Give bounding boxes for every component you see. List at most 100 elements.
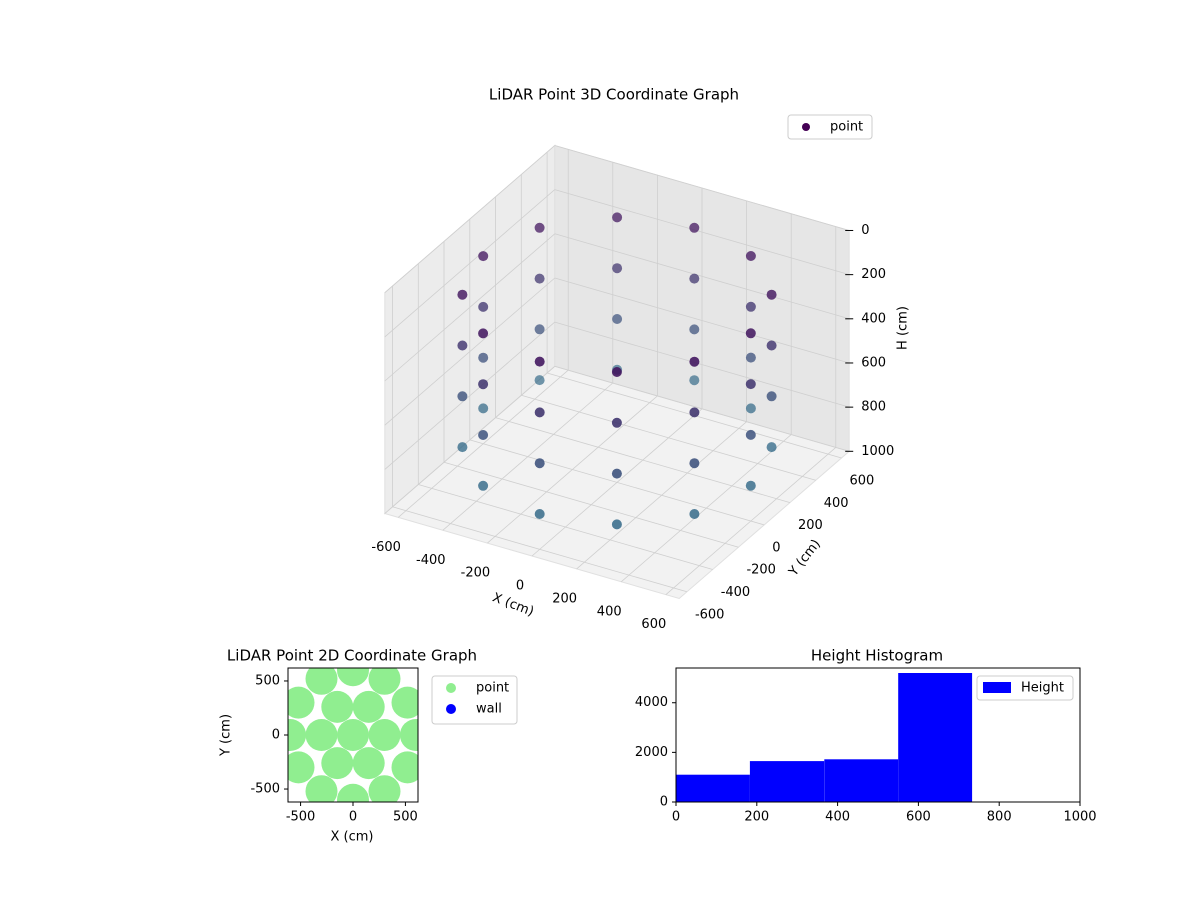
- point: [288, 719, 307, 751]
- y-tick-label: 200: [798, 518, 823, 533]
- point: [352, 747, 385, 780]
- point: [305, 668, 338, 695]
- point: [745, 352, 756, 363]
- y-axis-label: Y (cm): [219, 714, 234, 757]
- point: [478, 352, 489, 363]
- legend-label: wall: [476, 702, 502, 717]
- bar: [824, 759, 899, 802]
- x-axis-label: X (cm): [331, 830, 374, 845]
- point: [478, 328, 489, 339]
- point: [534, 324, 545, 335]
- x-tick-label: 500: [393, 810, 418, 825]
- point: [534, 407, 545, 418]
- point: [766, 391, 777, 402]
- grid-line: [520, 174, 816, 481]
- x-tick-label: 800: [987, 810, 1012, 825]
- y-tick-label: -200: [746, 563, 776, 578]
- point: [745, 328, 756, 339]
- chart-title: Height Histogram: [811, 647, 943, 665]
- legend-label: point: [830, 120, 863, 135]
- legend-marker: [802, 123, 810, 131]
- point: [611, 519, 622, 530]
- point: [534, 458, 545, 469]
- axes-frame: [675, 667, 1081, 803]
- point: [534, 356, 545, 367]
- x-tick-label: -500: [286, 810, 316, 825]
- bar: [749, 761, 825, 802]
- point: [766, 289, 777, 300]
- point: [337, 783, 369, 802]
- point: [457, 289, 468, 300]
- point: [534, 509, 545, 519]
- point: [689, 375, 700, 386]
- z-tick-label: 800: [861, 400, 886, 415]
- x-tick-label: 0: [516, 579, 524, 594]
- x-tick-label: 400: [825, 810, 850, 825]
- y-tick-label: 0: [272, 728, 280, 743]
- point: [611, 417, 622, 428]
- point: [321, 690, 354, 723]
- point: [337, 668, 369, 687]
- point: [612, 263, 623, 274]
- point: [611, 468, 622, 479]
- point: [391, 751, 418, 784]
- point: [399, 719, 418, 751]
- y-tick-label: 2000: [635, 745, 668, 760]
- z-tick-label: 200: [861, 267, 886, 282]
- point: [321, 747, 354, 780]
- bar: [898, 673, 973, 802]
- point: [478, 403, 489, 414]
- point: [478, 251, 489, 262]
- point: [689, 509, 700, 519]
- point: [534, 273, 545, 284]
- y-tick-label: 0: [660, 795, 668, 810]
- legend-marker: [446, 683, 456, 693]
- y-tick-label: 4000: [635, 695, 668, 710]
- point: [352, 690, 385, 723]
- point: [368, 719, 401, 751]
- y-axis-label: Y (cm): [786, 537, 824, 580]
- point: [391, 686, 418, 719]
- x-tick-label: 1000: [1063, 810, 1096, 825]
- point: [745, 379, 756, 390]
- x-tick-label: 600: [906, 810, 931, 825]
- y-tick-label: -500: [250, 782, 280, 797]
- x-tick-label: 400: [597, 604, 622, 619]
- point: [368, 775, 401, 802]
- point: [368, 668, 401, 695]
- y-tick-label: -600: [695, 607, 725, 622]
- point: [478, 301, 489, 312]
- point: [745, 403, 756, 414]
- x-tick-label: 0: [672, 810, 680, 825]
- legend-label: Height: [1021, 681, 1064, 696]
- point: [534, 222, 545, 233]
- point: [457, 442, 468, 453]
- point: [478, 430, 489, 440]
- grid-line: [469, 219, 765, 526]
- grid-line: [495, 196, 791, 503]
- x-axis-label: X (cm): [490, 590, 536, 619]
- y-tick-label: 400: [824, 496, 849, 511]
- legend-marker: [446, 704, 456, 714]
- point: [689, 273, 700, 284]
- z-axis-label: H (cm): [896, 306, 911, 350]
- chart-title: LiDAR Point 3D Coordinate Graph: [489, 86, 739, 104]
- y-tick-label: -400: [721, 585, 751, 600]
- x-tick-label: 200: [744, 810, 769, 825]
- point: [612, 212, 623, 223]
- x-tick-label: -600: [371, 540, 401, 555]
- point: [745, 301, 756, 312]
- point: [689, 356, 700, 367]
- point: [337, 719, 369, 751]
- point: [689, 324, 700, 335]
- point: [612, 314, 623, 324]
- x-tick-label: 0: [349, 810, 357, 825]
- legend-box: [787, 114, 873, 140]
- grid-line: [384, 189, 850, 338]
- point: [457, 391, 468, 402]
- point: [689, 407, 700, 418]
- point: [457, 340, 468, 351]
- z-tick-label: 600: [861, 355, 886, 370]
- point: [534, 375, 545, 386]
